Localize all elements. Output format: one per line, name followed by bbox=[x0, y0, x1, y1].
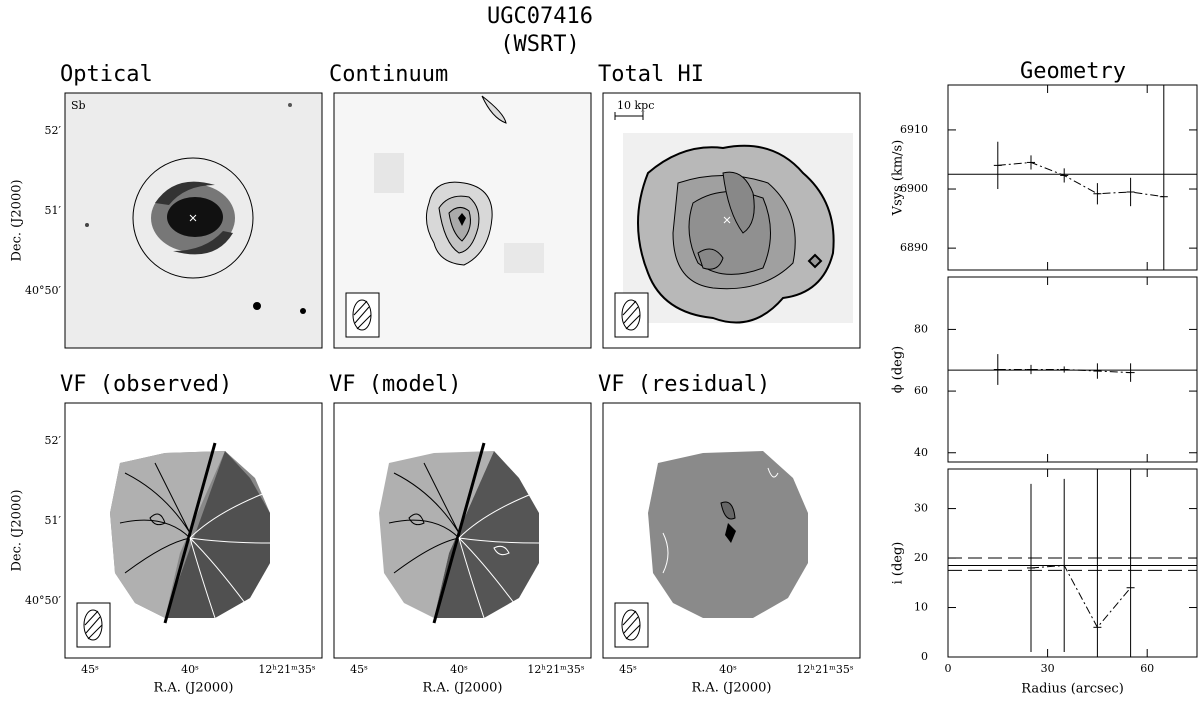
ra-tick-label: 40ˢ bbox=[719, 663, 737, 676]
geometry-title: Geometry bbox=[1020, 59, 1126, 84]
plot-frame bbox=[947, 468, 1198, 658]
x-tick-label: 0 bbox=[945, 662, 952, 675]
plot-frame bbox=[947, 84, 1198, 271]
y-tick-label: 80 bbox=[914, 322, 928, 335]
ra-label: R.A. (J2000) bbox=[422, 681, 502, 696]
panel-frame bbox=[64, 402, 323, 659]
ra-tick-label: 45ˢ bbox=[619, 663, 637, 676]
title: UGC07416 bbox=[487, 4, 593, 29]
ra-tick-label: 12ʰ21ᵐ35ˢ bbox=[258, 663, 315, 676]
ra-tick-label: 45ˢ bbox=[350, 663, 368, 676]
data-line bbox=[997, 161, 1164, 198]
y-tick-label: 0 bbox=[921, 650, 928, 663]
x-tick-label: 30 bbox=[1041, 662, 1055, 675]
y-axis-label: i (deg) bbox=[891, 542, 906, 585]
panel-annotation: Sb bbox=[71, 99, 86, 112]
vf-residual-image bbox=[603, 403, 860, 658]
dec-tick-label: 51′ bbox=[45, 514, 62, 527]
dec-tick-label: 40°50′ bbox=[25, 284, 61, 297]
panel-frame bbox=[333, 92, 592, 349]
ra-tick-label: 40ˢ bbox=[450, 663, 468, 676]
continuum-image bbox=[334, 93, 591, 348]
y-tick-label: 10 bbox=[914, 601, 928, 614]
ra-tick-label: 12ʰ21ᵐ35ˢ bbox=[527, 663, 584, 676]
ra-label: R.A. (J2000) bbox=[153, 681, 233, 696]
panel-frame bbox=[333, 402, 592, 659]
x-axis-label: Radius (arcsec) bbox=[1021, 682, 1124, 697]
dec-tick-label: 52′ bbox=[45, 434, 62, 447]
optical-image bbox=[65, 93, 322, 348]
panel-label: Optical bbox=[60, 62, 153, 87]
y-tick-label: 60 bbox=[914, 384, 928, 397]
dec-label: Dec. (J2000) bbox=[10, 489, 25, 571]
y-axis-label: ϕ (deg) bbox=[891, 346, 906, 393]
panel-frame bbox=[602, 92, 861, 349]
y-tick-label: 30 bbox=[914, 502, 928, 515]
x-tick-label: 60 bbox=[1140, 662, 1154, 675]
y-tick-label: 20 bbox=[914, 551, 928, 564]
dec-tick-label: 52′ bbox=[45, 124, 62, 137]
panel-frame bbox=[64, 92, 323, 349]
panel-annotation: 10 kpc bbox=[617, 99, 654, 112]
ra-tick-label: 45ˢ bbox=[81, 663, 99, 676]
y-tick-label: 40 bbox=[914, 446, 928, 459]
subtitle: (WSRT) bbox=[500, 32, 579, 57]
dec-label: Dec. (J2000) bbox=[10, 179, 25, 261]
vf-model-image bbox=[334, 403, 591, 658]
hi-image bbox=[603, 93, 860, 348]
y-tick-label: 6900 bbox=[900, 182, 928, 195]
panel-label: Total HI bbox=[598, 62, 704, 87]
data-line bbox=[1030, 564, 1131, 629]
y-tick-label: 6910 bbox=[900, 123, 928, 136]
ra-tick-label: 40ˢ bbox=[181, 663, 199, 676]
plot-frame bbox=[947, 276, 1198, 463]
panel-label: VF (model) bbox=[329, 372, 461, 397]
dec-tick-label: 40°50′ bbox=[25, 594, 61, 607]
ra-label: R.A. (J2000) bbox=[691, 681, 771, 696]
dec-tick-label: 51′ bbox=[45, 204, 62, 217]
y-axis-label: Vsys (km/s) bbox=[891, 140, 906, 217]
panel-label: Continuum bbox=[329, 62, 448, 87]
panel-label: VF (observed) bbox=[60, 372, 232, 397]
vf-observed-image bbox=[65, 403, 322, 658]
panel-frame bbox=[602, 402, 861, 659]
panel-label: VF (residual) bbox=[598, 372, 770, 397]
y-tick-label: 6890 bbox=[900, 241, 928, 254]
ra-tick-label: 12ʰ21ᵐ35ˢ bbox=[796, 663, 853, 676]
